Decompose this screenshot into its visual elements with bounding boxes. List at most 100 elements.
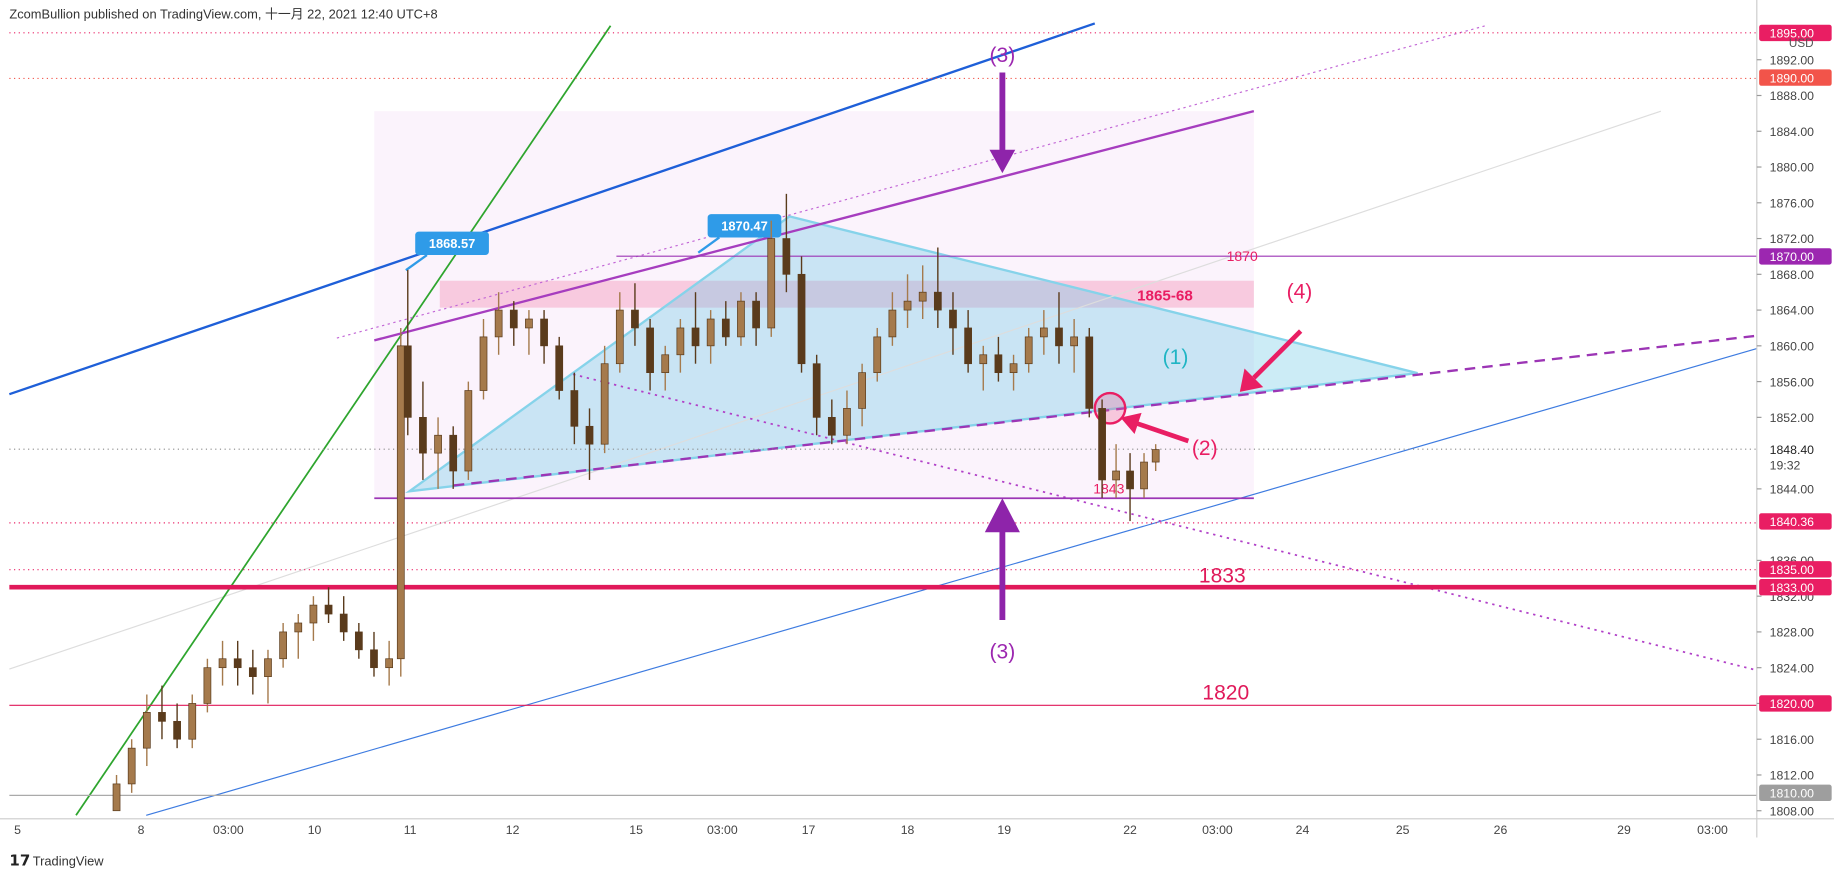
candle-body [434, 434, 442, 454]
candle-body [631, 309, 639, 329]
candle-body [525, 318, 533, 329]
annotation: (4) [1287, 280, 1313, 303]
candle-body [1039, 327, 1048, 338]
x-tick-label: 03:00 [1202, 823, 1233, 837]
annotation: (3) [990, 44, 1016, 67]
y-tick-label: 1892.00 [1770, 53, 1815, 67]
price-tag [1759, 561, 1832, 578]
price-tag [1759, 695, 1832, 712]
price-tag-label: 1890.00 [1770, 71, 1815, 85]
price-tag-label: 1840.36 [1770, 515, 1815, 529]
price-tag [1759, 69, 1832, 86]
axes: 1808.00 1812.00 1816.00 1820.00 1824.00 1828.… [14, 24, 1832, 837]
y-tick-label: 1816.00 [1770, 733, 1815, 747]
y-tick-label: 1864.00 [1770, 304, 1815, 318]
arrow-head [1239, 368, 1264, 392]
channel-line [373, 110, 1255, 342]
x-tick-label: 22 [1123, 823, 1137, 837]
candle-body [339, 613, 348, 633]
candle-body [142, 712, 151, 749]
x-tick-label: 10 [308, 823, 322, 837]
candle-body [737, 300, 745, 338]
candle-body [403, 345, 412, 418]
price-tag [1759, 513, 1832, 530]
candle-body [1009, 363, 1018, 374]
x-tick-label: 24 [1296, 823, 1310, 837]
y-tick-label: 1868.00 [1770, 268, 1815, 282]
candle-body [173, 720, 181, 740]
candle-body [873, 336, 882, 374]
candle-body [903, 300, 912, 311]
annotation: (1) [1163, 346, 1189, 369]
candle-body [158, 712, 166, 722]
price-tag [1759, 784, 1832, 802]
candle-body [1112, 470, 1120, 481]
candle-body [203, 667, 212, 704]
x-tick-label: 03:00 [707, 823, 738, 837]
countdown: 19:32 [1770, 458, 1801, 472]
candle-body [615, 309, 624, 365]
trend-line [146, 348, 1757, 816]
currency: USD [1789, 37, 1814, 50]
candle-body [449, 434, 458, 472]
candle-body [1055, 327, 1063, 347]
candle-body [979, 354, 988, 365]
candle-body [248, 667, 257, 677]
candle-body [188, 703, 197, 740]
y-tick-label: 1844.00 [1770, 483, 1815, 497]
candle-body [385, 658, 393, 669]
candle-body [264, 658, 272, 677]
footer-logo: 𝟭𝟳 [9, 853, 30, 870]
callout-label: 1870.47 [721, 218, 767, 233]
callout-pointer [405, 254, 428, 272]
price-tag-label: 1833.00 [1770, 581, 1815, 595]
y-tick-label: 1860.00 [1770, 340, 1815, 354]
candle-body [218, 658, 227, 669]
candle-body [1140, 461, 1148, 490]
range-box [374, 111, 1254, 499]
candle-body [294, 622, 303, 633]
candle-body [933, 291, 942, 311]
candle-body [661, 354, 670, 374]
candle-body [918, 291, 927, 302]
price-tag [1759, 441, 1832, 458]
x-tick-label: 11 [404, 823, 417, 837]
candle-body [888, 309, 897, 338]
x-tick-label: 03:00 [213, 823, 244, 837]
arrow-head [1120, 412, 1142, 434]
candle-body [309, 604, 318, 624]
candle-body [540, 318, 548, 347]
y-tick-label: 1824.00 [1770, 661, 1815, 675]
candle-body [843, 408, 851, 436]
price-tag-label: 1848.40 [1770, 443, 1815, 457]
x-tick-label: 5 [14, 823, 21, 837]
trend-line [9, 110, 1662, 670]
candle-body [509, 309, 518, 329]
x-tick-label: 15 [629, 823, 643, 837]
callout-label: 1868.57 [429, 236, 475, 251]
candle-body [354, 631, 363, 651]
drawings: 1868.57 1870.47 (3) (3) (4) (1) (2) 1843… [8, 22, 1758, 816]
trend-line [8, 22, 1096, 396]
y-tick-label: 1876.00 [1770, 196, 1815, 210]
candle-body [1085, 336, 1094, 409]
candle-body [782, 238, 791, 275]
candle-body [827, 417, 836, 436]
candle-body [370, 649, 378, 669]
x-tick-label: 26 [1494, 823, 1508, 837]
y-tick-label: 1884.00 [1770, 125, 1815, 139]
annotation: 1843 [1093, 481, 1124, 497]
x-tick-label: 18 [901, 823, 915, 837]
annotation: (3) [990, 641, 1016, 664]
candle-body [127, 747, 136, 785]
x-tick-label: 17 [802, 823, 816, 837]
candle-body [464, 390, 473, 472]
candle-body [691, 327, 700, 347]
candle-body [812, 363, 821, 418]
x-tick-label: 19 [997, 823, 1011, 837]
candle-body [706, 318, 715, 347]
y-tick-label: 1888.00 [1770, 89, 1815, 103]
price-tag-label: 1895.00 [1770, 27, 1815, 41]
candle-body [752, 300, 760, 329]
